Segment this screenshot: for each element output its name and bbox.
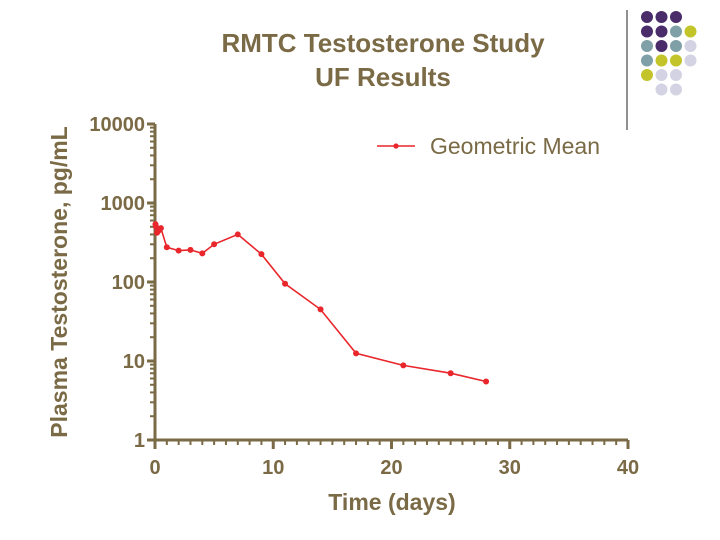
decor-dot bbox=[655, 25, 668, 38]
y-tick-label: 10000 bbox=[89, 114, 145, 136]
data-point bbox=[353, 350, 360, 357]
y-tick-label: 1 bbox=[134, 430, 145, 452]
data-point bbox=[199, 250, 206, 257]
data-point bbox=[317, 306, 324, 313]
data-point bbox=[211, 241, 218, 248]
data-point bbox=[258, 251, 265, 258]
series-line bbox=[154, 223, 487, 383]
data-point bbox=[234, 231, 241, 238]
decor-dot bbox=[655, 69, 668, 81]
x-tick-label: 40 bbox=[617, 457, 639, 479]
axes: 1 10 100 1000 10000 0 10 20 30 40 bbox=[89, 114, 639, 479]
data-point bbox=[175, 247, 182, 254]
decor-dot bbox=[641, 40, 653, 52]
y-tick-label: 100 bbox=[112, 272, 145, 294]
x-tick-label: 20 bbox=[380, 457, 402, 479]
legend: Geometric Mean bbox=[377, 133, 600, 159]
y-axis-title: Plasma Testosterone, pg/mL bbox=[46, 126, 72, 437]
data-point bbox=[157, 225, 164, 232]
decor-dot bbox=[641, 11, 653, 23]
data-point bbox=[447, 370, 454, 377]
decor-dot bbox=[684, 54, 697, 67]
decor-dot bbox=[670, 40, 682, 52]
decorative-dot-grid bbox=[641, 11, 697, 96]
x-axis-title: Time (days) bbox=[328, 489, 455, 515]
decor-dot bbox=[670, 83, 682, 96]
decor-dot bbox=[655, 11, 668, 23]
data-point bbox=[163, 244, 170, 251]
chart-title: RMTC Testosterone Study bbox=[221, 28, 545, 58]
data-point bbox=[282, 280, 289, 287]
decor-dot bbox=[641, 54, 653, 67]
legend-label: Geometric Mean bbox=[430, 133, 600, 159]
decor-dot bbox=[670, 25, 682, 38]
data-point bbox=[400, 362, 407, 369]
data-point bbox=[483, 378, 490, 385]
series-geometric-mean bbox=[152, 221, 490, 385]
decor-dot bbox=[641, 25, 653, 38]
legend-marker bbox=[393, 143, 399, 149]
x-tick-label: 30 bbox=[499, 457, 521, 479]
y-tick-label: 10 bbox=[123, 351, 145, 373]
decor-dot bbox=[655, 40, 668, 52]
data-point bbox=[187, 246, 194, 253]
x-tick-label: 10 bbox=[262, 457, 284, 479]
decor-dot bbox=[641, 69, 653, 81]
decor-dot bbox=[684, 25, 697, 38]
decor-dot bbox=[670, 11, 682, 23]
decor-dot bbox=[670, 69, 682, 81]
decor-dot bbox=[670, 54, 682, 67]
decor-dot bbox=[684, 40, 697, 52]
decor-dot bbox=[655, 83, 668, 96]
x-tick-label: 0 bbox=[149, 457, 160, 479]
chart-subtitle: UF Results bbox=[315, 62, 451, 92]
decor-dot bbox=[655, 54, 668, 67]
y-tick-label: 1000 bbox=[101, 193, 146, 215]
